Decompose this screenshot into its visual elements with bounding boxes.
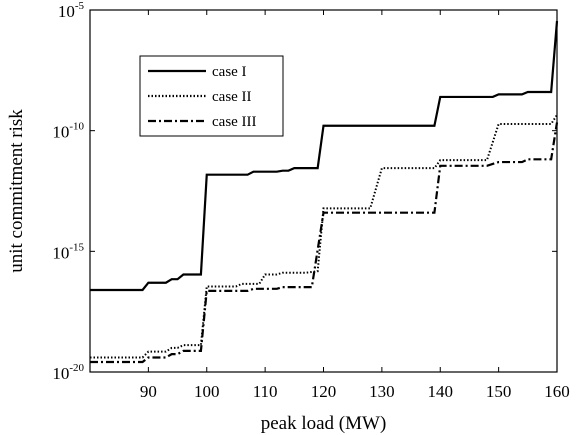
legend-box [139, 55, 284, 137]
legend-label-3: case III [212, 114, 257, 130]
legend-label-2: case II [212, 89, 252, 105]
x-tick-label: 100 [194, 382, 220, 401]
x-tick-label: 130 [369, 382, 395, 401]
x-axis-label: peak load (MW) [261, 413, 387, 434]
series-line-3 [90, 122, 559, 364]
x-tick-label: 160 [544, 382, 570, 401]
x-tick-label: 110 [253, 382, 278, 401]
x-tick-label: 120 [311, 382, 337, 401]
legend: case I case II case III [139, 55, 284, 137]
y-tick-label: 10-5 [58, 0, 85, 21]
y-axis-ticks: 10-20 10-15 10-10 10-5 [52, 0, 557, 383]
x-axis-ticks: 90 100 110 120 130 140 150 160 [140, 10, 570, 401]
y-tick-label: 10-15 [52, 241, 84, 262]
series-line-1 [90, 20, 559, 292]
x-tick-label: 140 [428, 382, 454, 401]
y-tick-label: 10-20 [52, 362, 84, 383]
y-tick-label: 10-10 [52, 121, 84, 142]
series-layer [90, 20, 559, 364]
legend-label-1: case I [212, 64, 247, 80]
x-tick-label: 90 [140, 382, 157, 401]
y-axis-label: unit commitment risk [6, 109, 27, 273]
x-tick-label: 150 [486, 382, 512, 401]
